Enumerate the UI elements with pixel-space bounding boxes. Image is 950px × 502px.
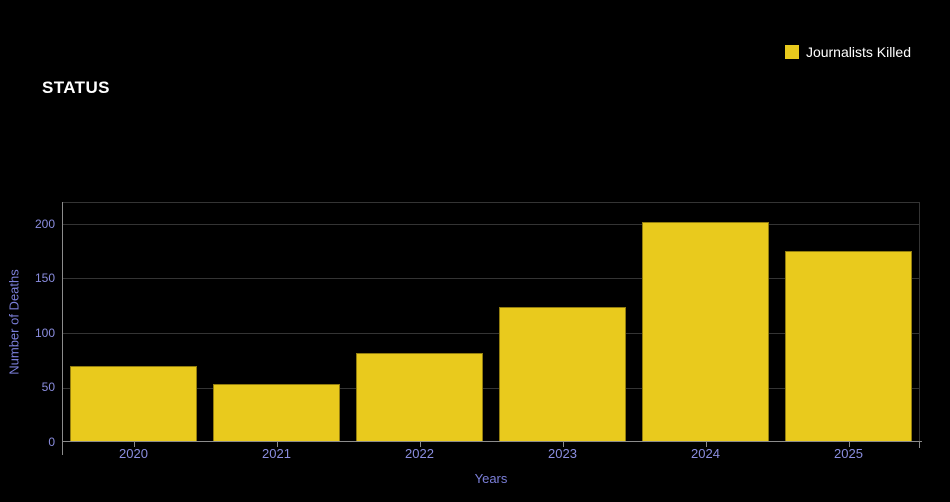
- legend: Journalists Killed: [784, 44, 911, 60]
- plot-top-border: [62, 202, 920, 203]
- x-tick-mark-2020: [133, 442, 135, 447]
- x-tick-mark-2022: [419, 442, 421, 447]
- x-tick-label-2022: 2022: [405, 446, 434, 461]
- y-axis-line: [62, 202, 63, 455]
- x-axis-title: Years: [474, 471, 508, 486]
- x-tick-mark-2021: [276, 442, 278, 447]
- legend-swatch-icon: [784, 45, 799, 59]
- bar-2021: [213, 384, 340, 442]
- gridline-50: [62, 387, 920, 389]
- bar-2023: [499, 306, 626, 442]
- gridline-150: [62, 278, 920, 280]
- x-tick-label-2020: 2020: [119, 446, 148, 461]
- y-tick-label-150: 150: [34, 271, 55, 286]
- x-axis-line: [62, 441, 922, 442]
- x-tick-label-2024: 2024: [691, 446, 720, 461]
- plot-right-border: [919, 202, 920, 442]
- x-tick-label-2021: 2021: [262, 446, 291, 461]
- bar-2020: [70, 365, 197, 442]
- y-tick-label-200: 200: [34, 216, 55, 231]
- bar-2024: [642, 221, 769, 442]
- x-tick-mark-2024: [705, 442, 707, 447]
- plot-area: [62, 202, 922, 455]
- bar-2022: [356, 352, 483, 442]
- x-tick-label-2023: 2023: [548, 446, 577, 461]
- y-tick-label-0: 0: [48, 435, 55, 449]
- chart-title: STATUS: [42, 78, 110, 97]
- legend-label: Journalists Killed: [805, 44, 911, 60]
- gridline-100: [62, 332, 920, 334]
- legend-item-journalists-killed[interactable]: Journalists Killed: [784, 44, 911, 60]
- x-tick-label-2025: 2025: [834, 446, 863, 461]
- x-axis-end-tick: [919, 441, 920, 448]
- x-tick-mark-2023: [562, 442, 564, 447]
- y-tick-label-50: 50: [41, 380, 55, 395]
- y-tick-label-100: 100: [34, 325, 55, 340]
- x-tick-mark-2025: [848, 442, 850, 447]
- gridline-200: [62, 223, 920, 225]
- bar-2025: [785, 251, 912, 442]
- y-axis-title: Number of Deaths: [6, 269, 22, 375]
